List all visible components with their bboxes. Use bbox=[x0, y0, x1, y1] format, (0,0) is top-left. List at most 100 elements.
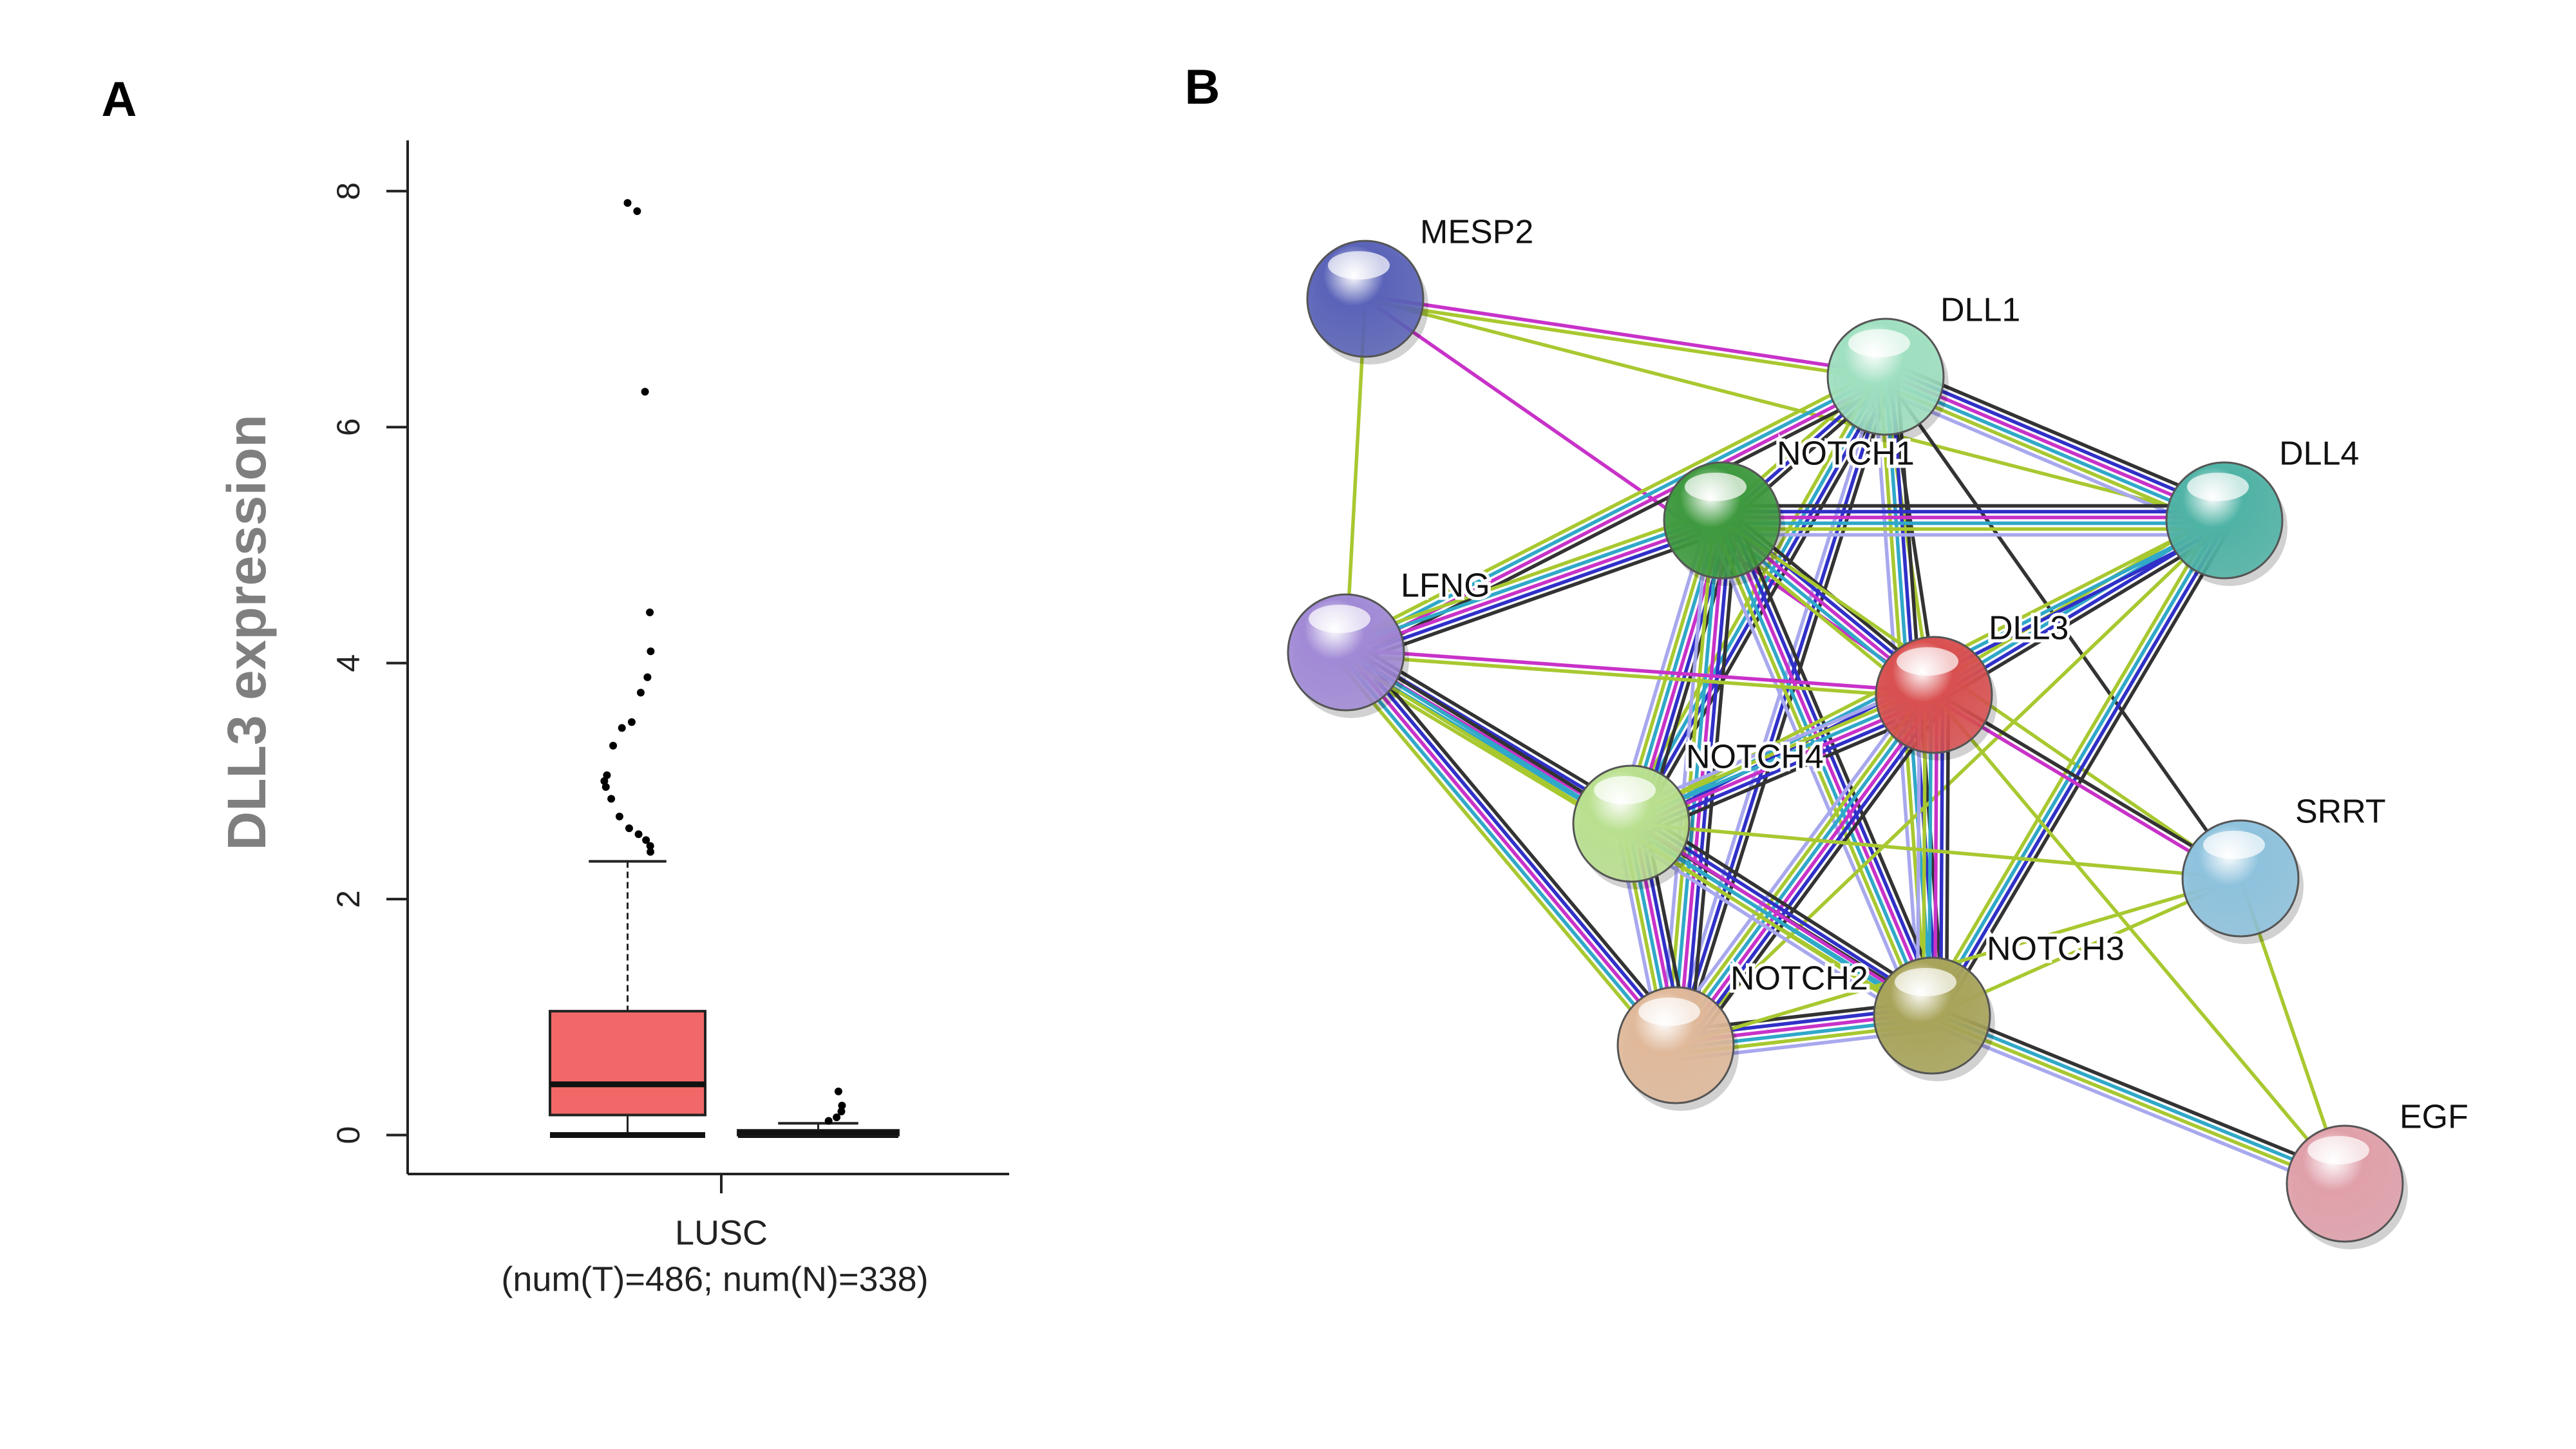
edge bbox=[1341, 507, 1719, 643]
edge bbox=[1364, 299, 1886, 382]
outlier bbox=[834, 1087, 842, 1095]
edge bbox=[1662, 685, 1924, 1038]
outlier bbox=[625, 824, 633, 833]
edge bbox=[1935, 1005, 2349, 1178]
outlier bbox=[636, 688, 645, 697]
node-highlight bbox=[2307, 1136, 2369, 1164]
edge bbox=[1365, 297, 2225, 522]
edge bbox=[1681, 699, 1943, 1052]
outlier bbox=[627, 718, 636, 726]
edge bbox=[1932, 1011, 2347, 1183]
outlier bbox=[838, 1101, 846, 1110]
node-label: EGF bbox=[2400, 1099, 2468, 1136]
edges bbox=[1336, 294, 2349, 1194]
outlier bbox=[601, 783, 610, 791]
outlier bbox=[833, 1113, 841, 1122]
edge bbox=[1932, 694, 2347, 1185]
node-highlight bbox=[1897, 647, 1958, 676]
category-note: (num(T)=486; num(N)=338) bbox=[501, 1260, 928, 1298]
y-tick-label: 6 bbox=[330, 418, 366, 436]
outlier bbox=[641, 388, 649, 396]
outlier bbox=[609, 741, 618, 750]
edge bbox=[1364, 297, 1935, 697]
node-highlight bbox=[1638, 998, 1700, 1026]
y-tick-label: 8 bbox=[330, 182, 366, 200]
edge bbox=[1345, 653, 1934, 700]
node-highlight bbox=[1328, 251, 1390, 279]
outlier bbox=[623, 199, 632, 207]
outlier bbox=[603, 771, 611, 779]
edge bbox=[1343, 372, 1886, 652]
node-label: DLL3 bbox=[1989, 610, 2069, 647]
y-axis-label: DLL3 expression bbox=[216, 415, 277, 851]
edge bbox=[1675, 876, 2241, 1047]
edge bbox=[1343, 513, 1721, 649]
edge bbox=[1734, 514, 1947, 1011]
node-highlight bbox=[2203, 831, 2265, 859]
edge bbox=[1712, 523, 1926, 1020]
node-label: NOTCH4 bbox=[1686, 739, 1824, 776]
edge bbox=[1341, 367, 1883, 647]
edge bbox=[1927, 1021, 2342, 1194]
edge bbox=[1668, 374, 1882, 1045]
edge bbox=[1931, 696, 2240, 883]
edge bbox=[1336, 658, 1669, 1054]
edge bbox=[1886, 372, 2226, 520]
outlier bbox=[642, 836, 650, 844]
node-label: DLL1 bbox=[1940, 292, 2020, 329]
node-highlight bbox=[1309, 605, 1370, 633]
node-label: NOTCH3 bbox=[1987, 931, 2125, 968]
node-label: NOTCH2 bbox=[1730, 960, 1868, 998]
outlier bbox=[647, 647, 655, 656]
edge bbox=[1927, 518, 2224, 1016]
edge bbox=[1365, 294, 1887, 376]
edge bbox=[1718, 520, 1931, 1018]
y-tick-label: 2 bbox=[330, 890, 366, 908]
outlier bbox=[646, 608, 654, 616]
node-label: DLL4 bbox=[2279, 435, 2359, 473]
node-highlight bbox=[1895, 968, 1956, 996]
node-highlight bbox=[1685, 473, 1747, 501]
box bbox=[549, 1010, 706, 1117]
edge bbox=[1890, 361, 2231, 509]
edge bbox=[1344, 651, 1678, 1046]
edge bbox=[1728, 516, 1942, 1013]
node-label: MESP2 bbox=[1420, 214, 1533, 251]
edge bbox=[1627, 374, 1885, 824]
edge bbox=[1933, 520, 2229, 1018]
edge bbox=[1674, 519, 2226, 1046]
edge bbox=[1625, 829, 1929, 1025]
edge bbox=[1888, 367, 2229, 515]
edge bbox=[1938, 524, 2233, 1021]
edge bbox=[1723, 518, 1937, 1016]
panel-label: B bbox=[1185, 60, 1220, 115]
node-label: LFNG bbox=[1401, 567, 1490, 605]
edge bbox=[1707, 525, 1920, 1022]
edge bbox=[1349, 647, 1681, 1043]
outlier bbox=[633, 207, 641, 215]
outlier bbox=[837, 1107, 846, 1115]
edge bbox=[1631, 819, 1935, 1015]
edge bbox=[1345, 518, 1723, 654]
outlier bbox=[646, 842, 654, 850]
edge bbox=[1631, 822, 2241, 880]
outlier bbox=[646, 848, 654, 856]
edge bbox=[1879, 388, 2220, 536]
node-label: NOTCH1 bbox=[1777, 435, 1915, 473]
edge bbox=[1638, 810, 1941, 1005]
node-highlight bbox=[1848, 329, 1910, 357]
edge bbox=[1685, 702, 1947, 1055]
nodes: MESP2 DLL1 NOTCH1 DLL4 LFNG DLL3 NOTCH4 SRRT NOT… bbox=[1287, 211, 2472, 1249]
y-tick-label: 4 bbox=[330, 654, 366, 672]
outlier bbox=[618, 724, 626, 732]
edge bbox=[1930, 1016, 2345, 1188]
edge bbox=[1667, 688, 1929, 1041]
edge bbox=[1659, 518, 1710, 1045]
y-tick-label: 0 bbox=[330, 1126, 366, 1144]
outlier bbox=[607, 795, 616, 803]
outlier bbox=[615, 812, 623, 820]
edge bbox=[1634, 815, 1938, 1010]
node-label: SRRT bbox=[2295, 793, 2386, 831]
edge bbox=[1884, 377, 2224, 525]
